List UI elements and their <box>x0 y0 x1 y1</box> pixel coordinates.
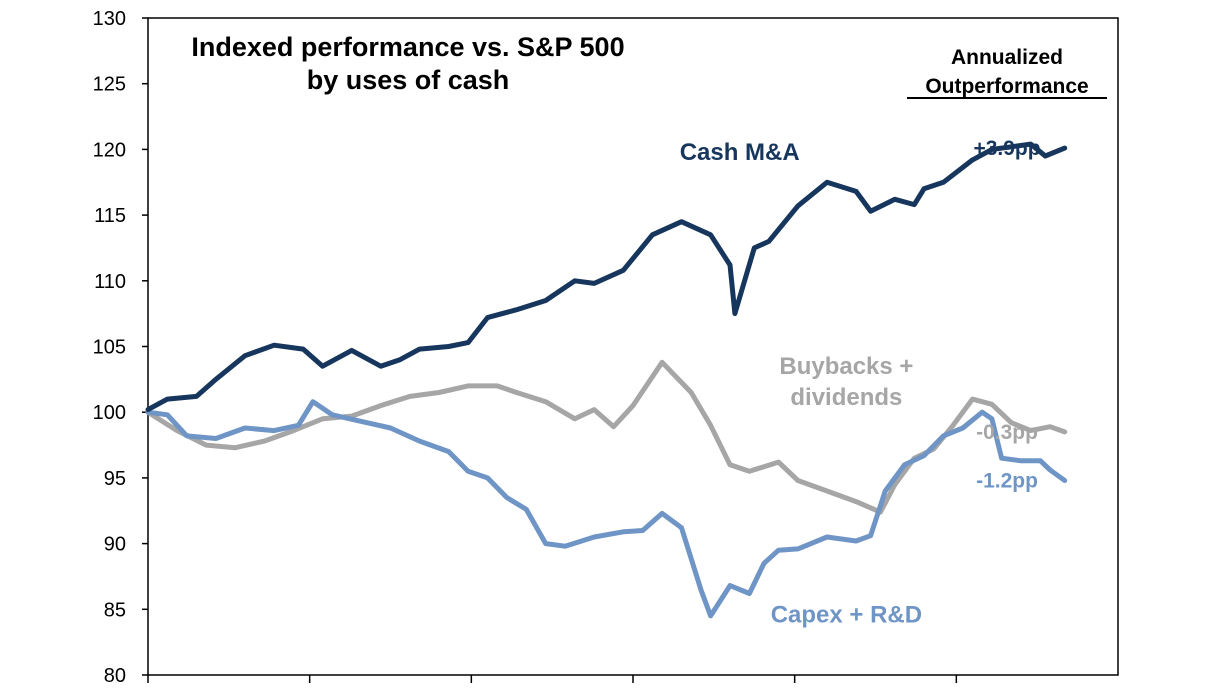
y-tick-label: 90 <box>104 534 126 556</box>
y-tick-label: 105 <box>93 337 126 359</box>
x-axis <box>147 675 958 683</box>
series-line-cash-ma <box>145 141 1068 413</box>
series-label-buybacks-line-1: Buybacks + <box>779 353 913 380</box>
y-tick-label: 130 <box>93 8 126 30</box>
series-label-cash-ma: Cash M&A <box>680 139 800 166</box>
y-tick-label: 80 <box>104 665 126 687</box>
outperformance-label: -1.2pp <box>976 470 1038 493</box>
y-tick-label: 95 <box>104 468 126 490</box>
series-line-capex-rd <box>145 399 1068 619</box>
y-axis: 80 85 90 95 100 105 110 115 120 125 130 <box>93 8 148 687</box>
annotation-header-line-1: Annualized <box>951 46 1063 69</box>
series-label-capex-rd: Capex + R&D <box>771 601 922 628</box>
series-layer <box>145 141 1068 619</box>
series-label-buybacks-line-2: dividends <box>790 384 902 411</box>
y-tick-label: 85 <box>104 599 126 621</box>
y-tick-label: 125 <box>93 74 126 96</box>
y-tick-label: 100 <box>93 402 126 424</box>
y-tick-label: 110 <box>94 271 126 293</box>
outperformance-label: +3.9pp <box>973 137 1040 160</box>
chart-title-line-1: Indexed performance vs. S&P 500 <box>191 32 624 62</box>
y-tick-label: 120 <box>93 139 126 161</box>
series-line-buybacks-dividends <box>145 359 1068 515</box>
outperformance-label: -0.3pp <box>976 421 1038 444</box>
annotation-header-line-2: Outperformance <box>925 75 1088 98</box>
y-tick-label: 115 <box>94 205 126 227</box>
series-labels: Cash M&A +3.9pp Buybacks + dividends -0.3pp C… <box>680 137 1041 628</box>
chart-title-line-2: by uses of cash <box>307 65 510 95</box>
